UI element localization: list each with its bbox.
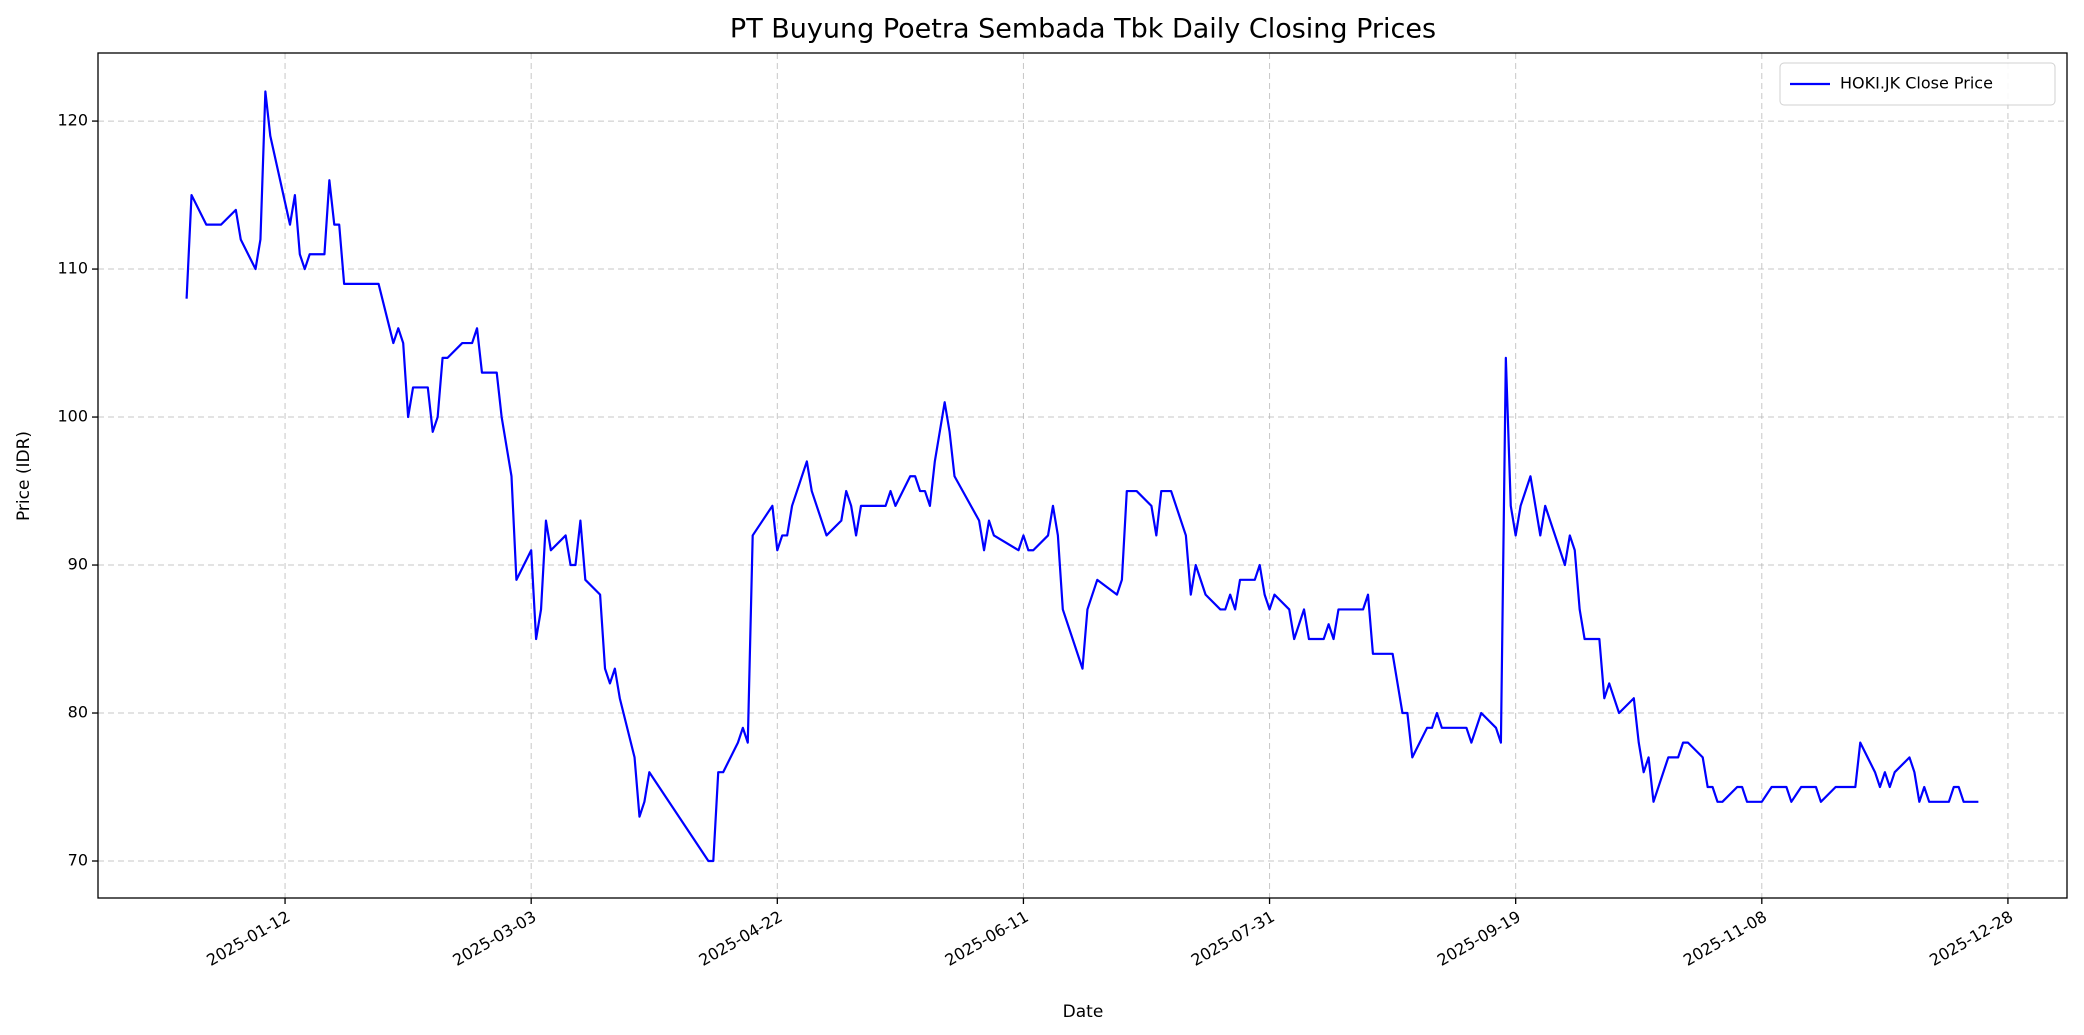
x-axis-label: Date — [1063, 1002, 1104, 1022]
legend: HOKI.JK Close Price — [1779, 62, 2056, 106]
plot-frame — [97, 52, 2068, 899]
chart-title: PT Buyung Poetra Sembada Tbk Daily Closi… — [730, 14, 1436, 45]
y-tick-label: 80 — [68, 703, 88, 722]
y-tick-label: 110 — [57, 259, 88, 278]
x-tick-label: 2025-07-31 — [1188, 907, 1278, 970]
x-tick-label: 2025-03-03 — [449, 907, 539, 970]
y-axis-label: Price (IDR) — [14, 431, 34, 521]
x-tick-label: 2025-09-19 — [1434, 907, 1524, 970]
y-tick-label: 90 — [68, 555, 88, 574]
legend-label: HOKI.JK Close Price — [1840, 74, 1993, 93]
x-tick-label: 2025-01-12 — [203, 907, 293, 970]
price-line — [185, 90, 1979, 863]
x-tick-label: 2025-04-22 — [696, 907, 786, 970]
y-tick-label: 120 — [57, 111, 88, 130]
legend-box — [1779, 62, 2056, 106]
y-tick-label: 100 — [57, 407, 88, 426]
x-tick-label: 2025-11-08 — [1680, 907, 1770, 970]
x-tick-label: 2025-12-28 — [1926, 907, 2016, 970]
x-tick-label: 2025-06-11 — [942, 907, 1032, 970]
y-tick-label: 70 — [68, 851, 88, 870]
